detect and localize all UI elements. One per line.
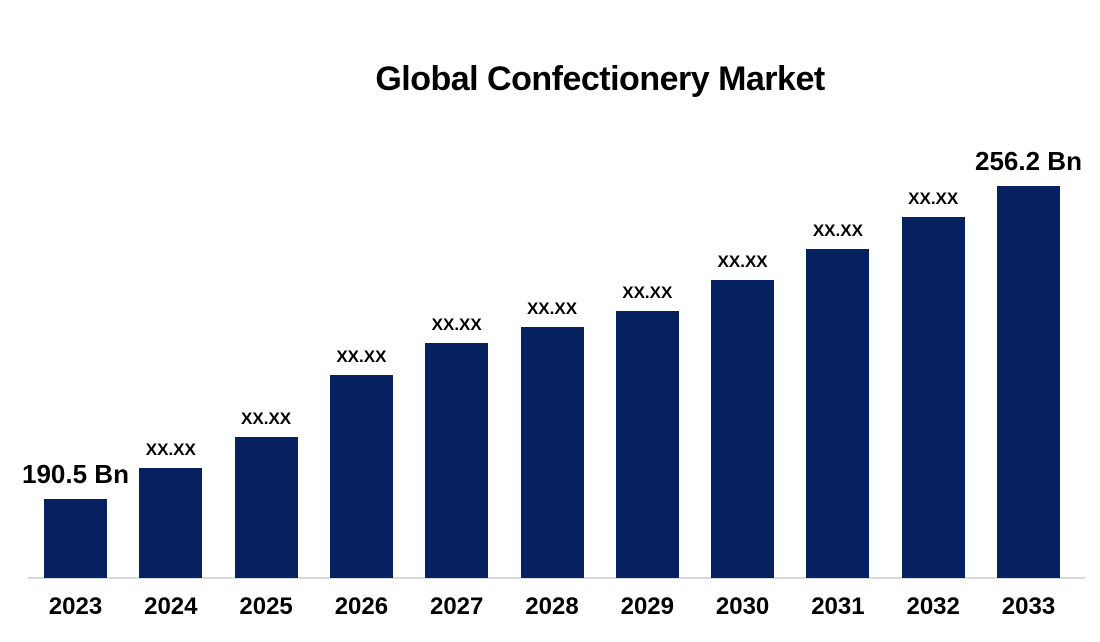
x-tick-label-2026: 2026	[334, 593, 389, 620]
x-tick-label-2028: 2028	[525, 593, 579, 620]
bar-2032	[901, 216, 965, 578]
bar-2030	[711, 279, 775, 578]
bar-2031	[806, 248, 870, 578]
x-tick-label-2029: 2029	[620, 593, 674, 620]
bar-value-label-2027: XX.XX	[431, 315, 482, 335]
x-tick-label-2031: 2031	[811, 593, 865, 620]
bar-2026	[329, 375, 393, 578]
x-axis-line	[28, 577, 1085, 579]
bar-2025	[234, 437, 298, 578]
bar-value-label-2024: XX.XX	[145, 440, 196, 460]
bar-2033	[997, 186, 1060, 578]
x-tick-label-2033: 2033	[1001, 593, 1056, 620]
bar-value-label-2025: XX.XX	[241, 409, 292, 429]
bar-value-label-2029: XX.XX	[622, 282, 673, 302]
x-tick-label-2030: 2030	[715, 593, 770, 620]
bar-value-label-2033: 256.2 Bn	[975, 146, 1082, 176]
bar-2027	[425, 343, 489, 578]
bar-2023	[44, 499, 107, 578]
bar-value-label-2031: XX.XX	[812, 220, 863, 240]
x-tick-label-2023: 2023	[48, 593, 103, 620]
bar-value-label-2028: XX.XX	[526, 298, 578, 318]
bar-value-label-2026: XX.XX	[336, 347, 387, 367]
x-tick-label-2025: 2025	[239, 593, 293, 620]
bar-value-label-2023: 190.5 Bn	[22, 459, 129, 490]
bar-2028	[520, 326, 584, 578]
bar-value-label-2030: XX.XX	[717, 251, 768, 271]
x-tick-label-2024: 2024	[144, 593, 198, 620]
bar-value-label-2032: XX.XX	[908, 188, 959, 208]
bar-2024	[139, 468, 203, 578]
bar-2029	[615, 310, 679, 578]
chart-title: Global Confectionery Market	[375, 60, 825, 98]
x-tick-label-2027: 2027	[429, 593, 484, 620]
x-tick-label-2032: 2032	[906, 593, 960, 620]
